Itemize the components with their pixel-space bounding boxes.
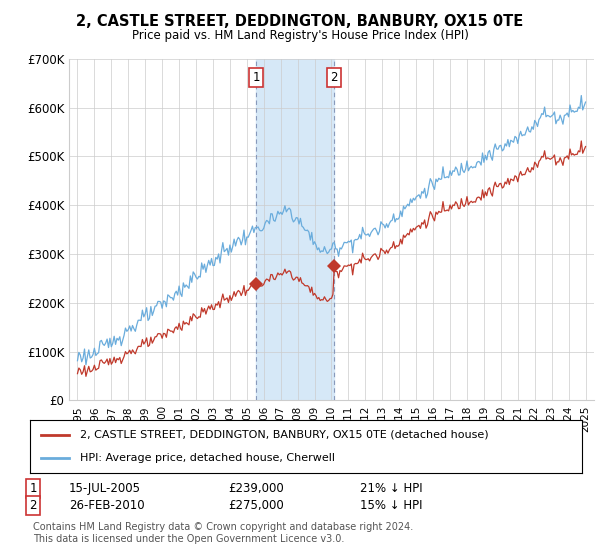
Text: 15% ↓ HPI: 15% ↓ HPI	[360, 498, 422, 512]
Text: £239,000: £239,000	[228, 482, 284, 495]
Text: 1: 1	[252, 71, 260, 84]
Text: 2, CASTLE STREET, DEDDINGTON, BANBURY, OX15 0TE (detached house): 2, CASTLE STREET, DEDDINGTON, BANBURY, O…	[80, 430, 488, 440]
Text: 2: 2	[330, 71, 338, 84]
Text: £275,000: £275,000	[228, 498, 284, 512]
Text: Contains HM Land Registry data © Crown copyright and database right 2024.
This d: Contains HM Land Registry data © Crown c…	[33, 522, 413, 544]
Text: 21% ↓ HPI: 21% ↓ HPI	[360, 482, 422, 495]
Text: 26-FEB-2010: 26-FEB-2010	[69, 498, 145, 512]
Text: HPI: Average price, detached house, Cherwell: HPI: Average price, detached house, Cher…	[80, 453, 335, 463]
Text: 1: 1	[29, 482, 37, 495]
Text: 15-JUL-2005: 15-JUL-2005	[69, 482, 141, 495]
Text: Price paid vs. HM Land Registry's House Price Index (HPI): Price paid vs. HM Land Registry's House …	[131, 29, 469, 42]
Text: 2: 2	[29, 498, 37, 512]
Text: 2, CASTLE STREET, DEDDINGTON, BANBURY, OX15 0TE: 2, CASTLE STREET, DEDDINGTON, BANBURY, O…	[76, 14, 524, 29]
Bar	[256, 59, 334, 400]
